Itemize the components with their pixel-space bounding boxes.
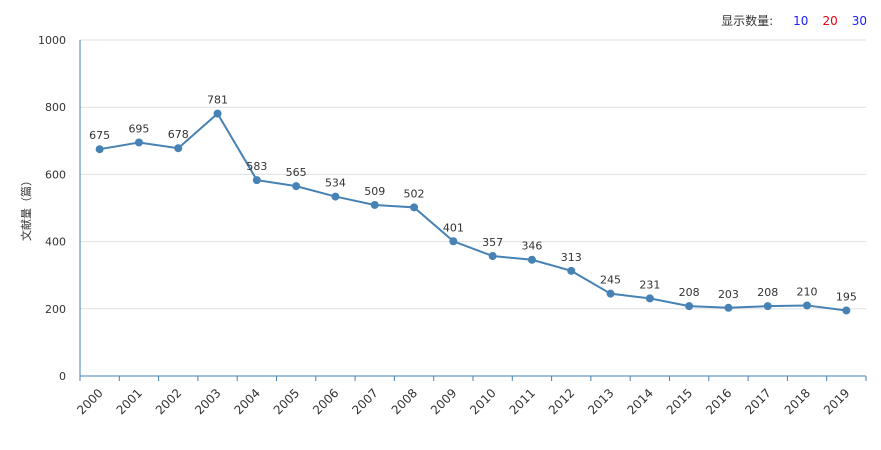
data-label: 678 [168,128,189,141]
data-label: 401 [443,221,464,234]
data-point [134,138,143,147]
data-point [606,289,615,298]
series-line [99,112,847,312]
x-tick-label: 2017 [742,386,773,417]
y-tick-label: 600 [45,168,66,181]
data-point [174,144,183,153]
x-tick-label: 2000 [74,386,105,417]
data-label: 313 [561,251,582,264]
display-count-option-20[interactable]: 20 [822,13,838,28]
x-tick-label: 2013 [585,386,616,417]
display-count-selector: 显示数量: 10 20 30 [721,12,867,29]
data-label: 203 [718,288,739,301]
x-tick-label: 2010 [467,386,498,417]
x-tick-label: 2008 [389,386,420,417]
data-point [331,192,340,201]
series [95,109,851,315]
x-tick-label: 2004 [231,386,262,417]
x-tick-label: 2018 [782,386,813,417]
x-tick-label: 2011 [507,386,538,417]
data-point [567,266,576,275]
data-point [410,203,419,212]
data-label: 208 [679,286,700,299]
data-label: 195 [836,290,857,303]
data-label: 675 [89,129,110,142]
grid-lines [80,39,866,310]
x-tick-label: 2002 [153,386,184,417]
data-label: 502 [404,187,425,200]
data-point [95,145,104,154]
y-tick-label: 400 [45,236,66,249]
x-tick-label: 2005 [271,386,302,417]
data-point [252,176,261,185]
y-tick-label: 0 [59,370,66,383]
data-point [527,255,536,264]
data-point [488,252,497,261]
x-axis-ticks: 2000 2001 2002 2003 2004 2005 2006 2007 2008 2009… [74,386,852,417]
x-tick-label: 2014 [624,386,655,417]
data-point [685,302,694,311]
data-point [763,302,772,311]
y-tick-label: 200 [45,303,66,316]
data-labels: 675 695 678 781 583 565 534 509 502 401 357 346 313 2… [89,94,857,304]
y-axis-title: 文献量（篇） [19,175,33,241]
axes [79,40,867,381]
x-tick-label: 2006 [310,386,341,417]
data-label: 357 [482,236,503,249]
data-label: 781 [207,94,228,107]
data-label: 210 [797,285,818,298]
data-point [370,200,379,209]
data-label: 695 [128,122,149,135]
data-point [803,301,812,310]
y-tick-label: 800 [45,101,66,114]
data-point [213,109,222,118]
display-count-option-10[interactable]: 10 [793,13,809,28]
x-tick-label: 2019 [821,386,852,417]
data-label: 583 [246,160,267,173]
x-tick-label: 2016 [703,386,734,417]
x-tick-label: 2001 [114,386,145,417]
x-tick-label: 2003 [192,386,223,417]
y-axis-ticks: 0 200 400 600 800 1000 [38,34,66,383]
data-point [645,294,654,303]
x-tick-label: 2012 [546,386,577,417]
data-point [842,306,851,315]
data-label: 534 [325,177,346,190]
data-point [449,237,458,246]
x-tick-label: 2009 [428,386,459,417]
data-label: 245 [600,274,621,287]
data-label: 208 [757,286,778,299]
display-count-label: 显示数量: [721,14,774,28]
data-label: 565 [286,166,307,179]
data-point [724,303,733,312]
y-tick-label: 1000 [38,34,66,47]
data-label: 509 [364,185,385,198]
x-tick-label: 2015 [664,386,695,417]
display-count-option-30[interactable]: 30 [851,13,867,28]
data-point [292,182,301,191]
data-label: 346 [521,240,542,253]
data-label: 231 [639,278,660,291]
x-tick-label: 2007 [349,386,380,417]
